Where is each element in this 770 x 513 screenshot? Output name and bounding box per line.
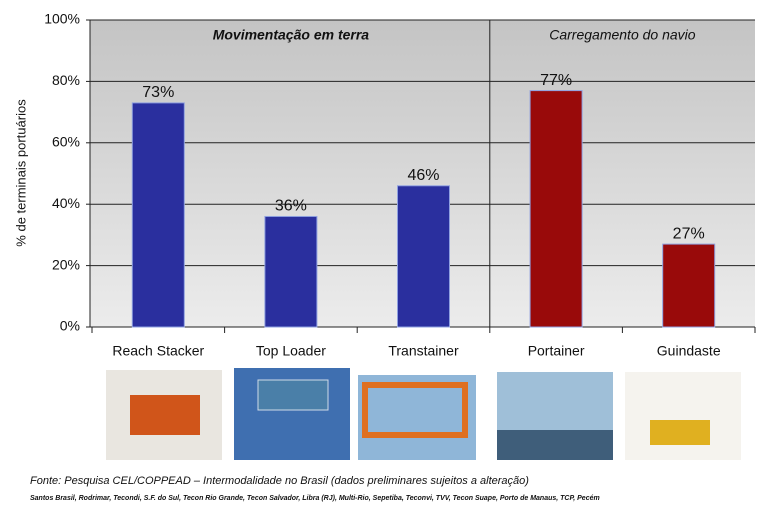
x-tick-label: Top Loader: [256, 343, 326, 359]
note: Santos Brasil, Rodrimar, Tecondi, S.F. d…: [30, 495, 600, 502]
equipment-photo-shape: [650, 420, 710, 445]
equipment-photo-shape: [258, 380, 328, 410]
bar: [398, 186, 450, 327]
y-tick-label: 40%: [52, 195, 80, 211]
equipment-photo-shape: [497, 430, 613, 460]
x-tick-label: Reach Stacker: [112, 343, 204, 359]
y-tick-label: 100%: [44, 11, 80, 27]
equipment-photos: [106, 368, 741, 460]
y-tick-label: 20%: [52, 256, 80, 272]
bar: [530, 91, 582, 327]
bar: [663, 244, 715, 327]
bar: [132, 103, 184, 327]
x-tick-label: Guindaste: [657, 343, 721, 359]
y-axis-label: % de terminais portuários: [13, 99, 28, 247]
value-label: 73%: [142, 84, 174, 101]
value-label: 77%: [540, 72, 572, 89]
y-tick-label: 80%: [52, 72, 80, 88]
equipment-photo: [625, 372, 741, 460]
value-label: 46%: [407, 167, 439, 184]
y-tick-label: 60%: [52, 134, 80, 150]
equipment-photo-shape: [130, 395, 200, 435]
bar: [265, 216, 317, 327]
value-label: 27%: [673, 225, 705, 242]
value-label: 36%: [275, 198, 307, 215]
chart: % de terminais portuários Fonte: Pesquis…: [0, 0, 770, 508]
x-tick-label: Portainer: [528, 343, 585, 359]
y-tick-label: 0%: [60, 318, 80, 334]
source: Fonte: Pesquisa CEL/COPPEAD – Intermodal…: [30, 475, 529, 487]
x-tick-label: Transtainer: [388, 343, 459, 359]
group-label: Movimentação em terra: [213, 27, 370, 43]
group-label: Carregamento do navio: [549, 27, 696, 43]
